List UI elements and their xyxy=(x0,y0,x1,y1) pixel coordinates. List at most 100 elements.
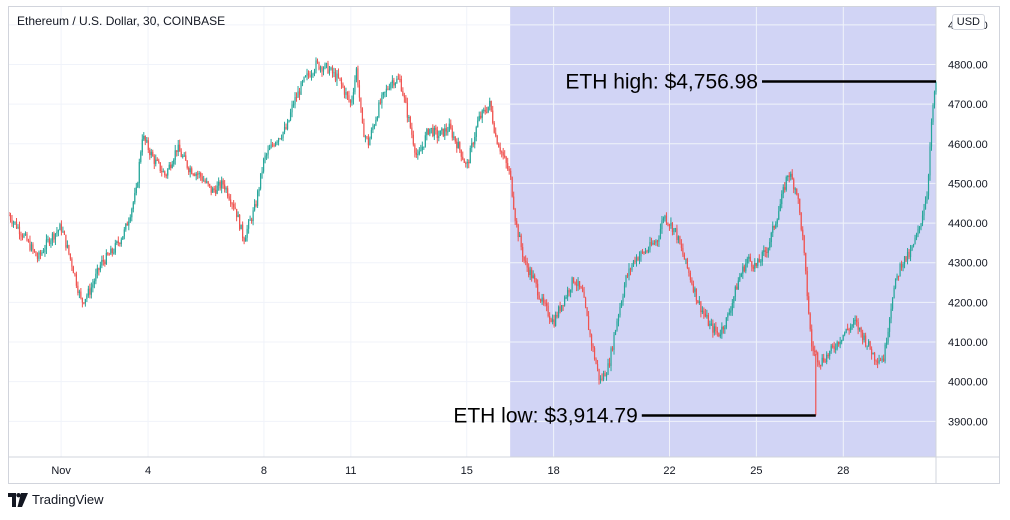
x-tick-label: Nov xyxy=(51,465,71,477)
candle-body xyxy=(793,179,795,190)
candle-body xyxy=(625,275,627,286)
candle-body xyxy=(920,223,922,227)
candle-body xyxy=(222,180,224,185)
candle-body xyxy=(881,358,883,361)
candle-body xyxy=(739,276,741,281)
candle-body xyxy=(316,60,319,63)
candle-body xyxy=(480,115,482,118)
candle-body xyxy=(141,139,143,153)
candle-body xyxy=(457,142,459,149)
candle-body xyxy=(279,138,281,140)
candle-body xyxy=(342,84,344,88)
candle-body xyxy=(706,315,708,317)
candle-body xyxy=(21,235,24,238)
candle-body xyxy=(522,247,524,257)
candle-body xyxy=(547,305,549,317)
price-chart[interactable]: 3900.00 4000.00 4100.00 4200.00 4300.00 4400.… xyxy=(9,7,999,483)
candle-body xyxy=(752,266,754,269)
candle-body xyxy=(623,285,626,297)
candle-body xyxy=(173,159,175,165)
candle-body xyxy=(899,263,901,276)
candle-body xyxy=(719,334,721,337)
candle-body xyxy=(276,141,278,143)
candle-body xyxy=(878,360,880,363)
candle-body xyxy=(303,76,305,82)
candle-body xyxy=(60,224,63,232)
candle-body xyxy=(71,258,73,267)
candle-body xyxy=(54,233,57,240)
candle-body xyxy=(794,188,796,190)
candle-body xyxy=(820,364,822,366)
candle-body xyxy=(168,164,170,170)
candle-body xyxy=(119,243,121,245)
candle-body xyxy=(664,215,666,219)
candle-body xyxy=(256,191,259,206)
candle-body xyxy=(381,94,383,104)
x-tick-label: 28 xyxy=(837,465,849,477)
candle-body xyxy=(495,132,497,136)
candle-body xyxy=(472,143,474,145)
candle-body xyxy=(796,188,798,195)
candle-body xyxy=(140,152,142,162)
candle-body xyxy=(707,315,709,326)
candle-body xyxy=(818,362,820,365)
candle-body xyxy=(421,146,423,151)
candle-body xyxy=(249,219,251,221)
candle-body xyxy=(453,136,455,138)
candle-body xyxy=(550,319,552,322)
candle-body xyxy=(872,352,874,355)
candle-body xyxy=(397,78,399,80)
candle-body xyxy=(451,128,453,138)
candle-body xyxy=(415,152,417,155)
candle-body xyxy=(159,162,161,172)
candle-body xyxy=(445,128,447,132)
candle-body xyxy=(712,323,714,333)
candle-body xyxy=(354,79,356,93)
candle-body xyxy=(873,352,876,361)
candle-body xyxy=(180,151,182,157)
candle-body xyxy=(122,236,124,240)
candle-body xyxy=(875,360,877,362)
annotation-label: ETH high: $4,756.98 xyxy=(565,71,758,94)
candle-body xyxy=(99,265,101,271)
candle-body xyxy=(868,341,870,346)
candle-body xyxy=(562,305,564,307)
candle-body xyxy=(513,196,515,210)
candle-body xyxy=(486,111,488,113)
candle-body xyxy=(790,173,792,177)
candle-body xyxy=(406,102,408,118)
candle-body xyxy=(569,289,572,293)
candle-body xyxy=(42,252,45,254)
chart-panel[interactable]: 3900.00 4000.00 4100.00 4200.00 4300.00 4400.… xyxy=(8,6,1000,484)
candle-body xyxy=(369,138,371,146)
candle-body xyxy=(617,315,620,322)
candle-body xyxy=(905,256,907,261)
candle-body xyxy=(673,228,675,233)
candle-body xyxy=(772,225,774,233)
candle-body xyxy=(826,354,828,363)
candle-body xyxy=(239,214,241,230)
candle-body xyxy=(655,240,657,244)
y-tick-label: 4000.00 xyxy=(948,377,988,389)
candle-body xyxy=(722,326,724,330)
candle-body xyxy=(593,348,596,359)
candle-body xyxy=(785,177,787,190)
candle-body xyxy=(692,284,694,292)
candle-body xyxy=(144,135,146,142)
candle-body xyxy=(516,220,518,225)
candle-body xyxy=(218,181,220,186)
candle-body xyxy=(927,175,930,196)
candle-body xyxy=(700,301,702,313)
currency-button[interactable]: USD xyxy=(951,14,985,30)
tradingview-branding[interactable]: TradingView xyxy=(8,492,104,507)
candle-body xyxy=(155,159,157,164)
candle-body xyxy=(887,331,889,343)
candle-body xyxy=(393,80,395,86)
candle-body xyxy=(535,279,537,284)
candle-body xyxy=(233,204,235,208)
candle-body xyxy=(643,251,645,254)
candle-body xyxy=(399,78,401,80)
candle-body xyxy=(640,251,642,257)
candle-body xyxy=(727,314,729,318)
candle-body xyxy=(424,135,426,147)
